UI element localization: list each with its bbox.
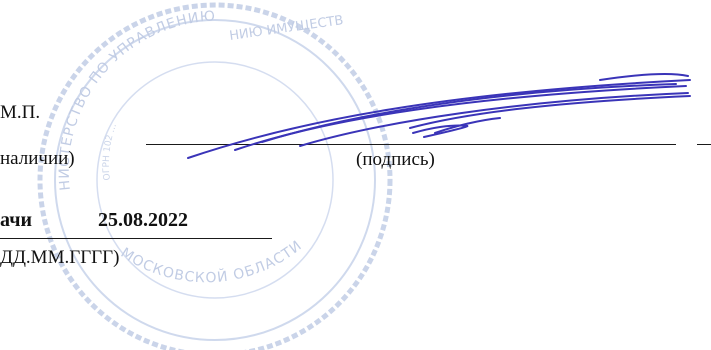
seal-mark-text: М.П. [0, 102, 41, 123]
stamp-ring-text: НИЮ ИМУЩЕСТВ [228, 13, 344, 44]
stamp-bottom-text: МОСКОВСКОЙ ОБЛАСТИ [118, 238, 305, 287]
stamp-top-text: НИСТЕРСТВО ПО УПРАВЛЕНИЮ [57, 8, 216, 191]
svg-text:МОСКОВСКОЙ ОБЛАСТИ: МОСКОВСКОЙ ОБЛАСТИ [118, 238, 306, 287]
date-format-hint: ДД.ММ.ГГГГ) [0, 247, 120, 268]
svg-text:ОГРН 102 ...: ОГРН 102 ... [102, 122, 119, 181]
signature-line-tail [697, 144, 711, 145]
stamp-inner-text: ОГРН 102 ... [102, 122, 119, 181]
signature-caption: (подпись) [356, 149, 435, 170]
issue-date-label: ачи [0, 209, 33, 231]
signature-line [146, 144, 676, 145]
seal-mark-note: наличии) [0, 148, 75, 169]
issue-date-line [0, 238, 272, 239]
issue-date-value: 25.08.2022 [98, 209, 188, 231]
svg-text:НИСТЕРСТВО ПО УПРАВЛЕНИЮ: НИСТЕРСТВО ПО УПРАВЛЕНИЮ [57, 8, 217, 191]
